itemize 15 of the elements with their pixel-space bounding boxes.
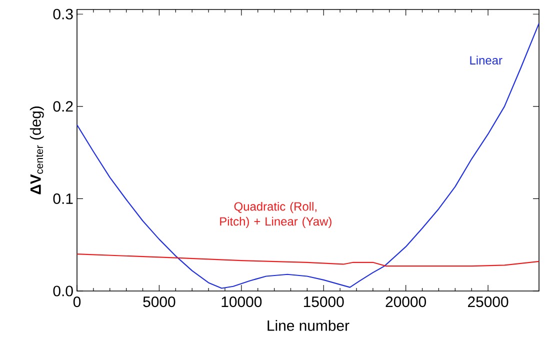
y-axis-title: ΔV$_{center}$ (deg) <box>30 106 44 194</box>
y-tick-label: 0.0 <box>53 286 73 296</box>
x-tick-label: 15000 <box>304 296 344 308</box>
x-tick-label: 25000 <box>468 296 508 308</box>
x-tick-label: 5000 <box>143 296 176 308</box>
text: Quadratic (Roll, Pitch) + Linear (Yaw) <box>220 202 332 228</box>
line-series <box>76 22 540 289</box>
x-tick-label: 20000 <box>386 296 426 308</box>
y-tick-label: 0.2 <box>53 101 73 112</box>
x-tick-label: 0 <box>73 296 81 308</box>
x-tick-label: 10000 <box>222 296 262 308</box>
x-axis-title: Line number <box>268 320 350 331</box>
y-tick-label: 0.1 <box>53 193 73 204</box>
y-tick-label: 0.3 <box>53 8 73 20</box>
series-label: Linear <box>470 56 502 65</box>
